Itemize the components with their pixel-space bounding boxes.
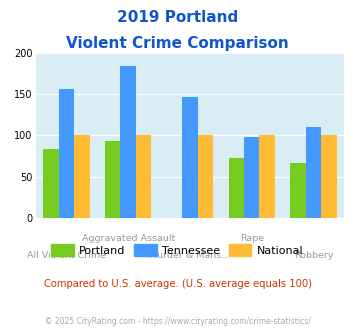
Text: All Violent Crime: All Violent Crime	[27, 251, 106, 260]
Bar	[59, 89, 74, 218]
Text: Compared to U.S. average. (U.S. average equals 100): Compared to U.S. average. (U.S. average …	[44, 279, 311, 289]
Bar	[136, 135, 151, 218]
Bar	[198, 135, 213, 218]
Bar	[43, 148, 59, 218]
Text: Violent Crime Comparison: Violent Crime Comparison	[66, 36, 289, 51]
Text: Murder & Mans...: Murder & Mans...	[149, 251, 230, 260]
Bar	[105, 141, 120, 218]
Bar	[260, 135, 275, 218]
Bar	[120, 66, 136, 218]
Text: Rape: Rape	[240, 234, 264, 243]
Bar	[290, 162, 306, 218]
Bar	[229, 158, 244, 218]
Bar	[182, 96, 198, 218]
Legend: Portland, Tennessee, National: Portland, Tennessee, National	[47, 240, 308, 260]
Text: Robbery: Robbery	[294, 251, 333, 260]
Text: © 2025 CityRating.com - https://www.cityrating.com/crime-statistics/: © 2025 CityRating.com - https://www.city…	[45, 317, 310, 326]
Bar	[74, 135, 89, 218]
Bar	[306, 127, 321, 218]
Text: Aggravated Assault: Aggravated Assault	[82, 234, 175, 243]
Bar	[244, 137, 260, 218]
Text: 2019 Portland: 2019 Portland	[117, 10, 238, 25]
Bar	[321, 135, 337, 218]
